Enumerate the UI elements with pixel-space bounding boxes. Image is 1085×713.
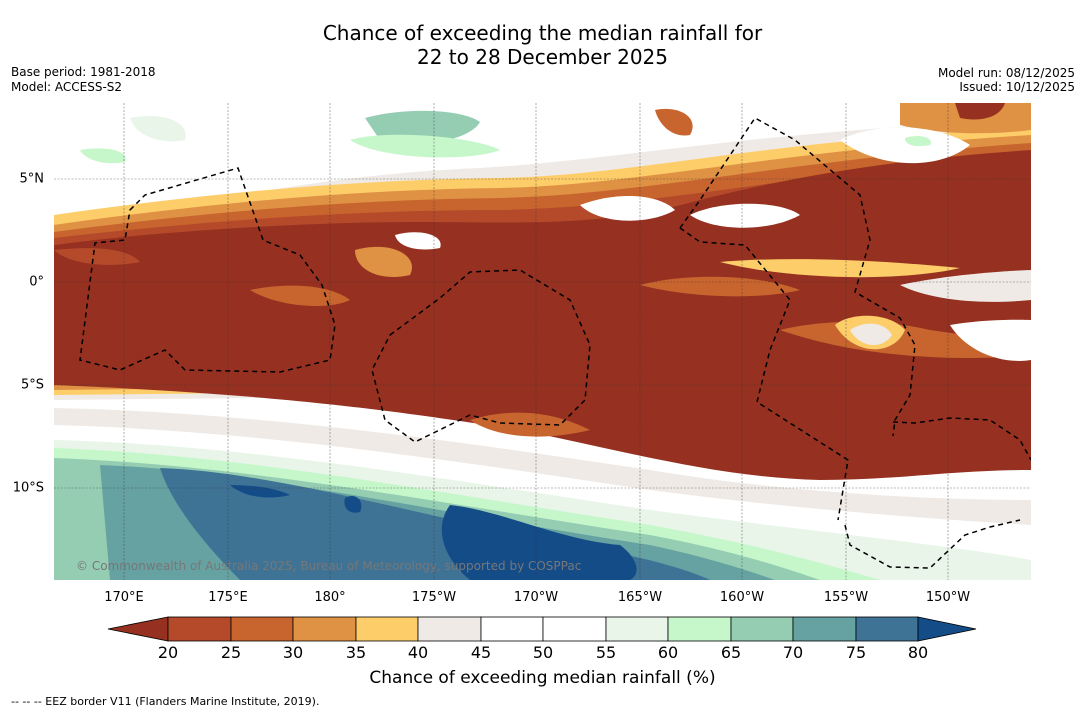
colorbar-seg-25-30 bbox=[230, 616, 294, 642]
lat-label-10s: 10°S bbox=[12, 480, 44, 496]
north-white-4 bbox=[840, 127, 970, 164]
north-red-ridge bbox=[955, 103, 1005, 120]
lat-label-0: 0° bbox=[29, 274, 44, 290]
band-below-20 bbox=[54, 150, 1031, 480]
colorbar-seg-65-70 bbox=[730, 616, 794, 642]
north-white-1 bbox=[580, 195, 675, 221]
eez-kiribati-line bbox=[679, 117, 916, 437]
lon-label-180: 180° bbox=[314, 590, 346, 605]
east-orange-band bbox=[720, 259, 960, 278]
eez-kiribati-gilbert bbox=[79, 167, 336, 373]
north-green-5 bbox=[905, 135, 931, 147]
model-name: Model: ACCESS-S2 bbox=[11, 80, 123, 94]
patch-moist-2 bbox=[355, 246, 412, 278]
model-run: Model run: 08/12/2025 bbox=[937, 66, 1075, 80]
band-south-extreme-3 bbox=[344, 495, 362, 513]
colorbar-tick-55: 55 bbox=[595, 643, 617, 662]
lon-label-170w: 170°W bbox=[513, 590, 559, 605]
lon-label-165w: 165°W bbox=[617, 590, 663, 605]
eez-french-polynesia bbox=[892, 417, 1031, 461]
issued-date: Issued: 10/12/2025 bbox=[959, 80, 1075, 94]
colorbar-seg-20-25 bbox=[167, 616, 232, 642]
north-white-3 bbox=[690, 203, 800, 228]
colorbar-seg-50-55 bbox=[542, 616, 607, 642]
lat-label-5n: 5°N bbox=[19, 171, 45, 187]
patch-moist-8 bbox=[54, 248, 140, 265]
colorbar-seg-55-60 bbox=[605, 616, 669, 642]
north-orange-ridge-2 bbox=[655, 108, 693, 136]
patch-moist-1 bbox=[250, 285, 350, 306]
eez-borders bbox=[79, 117, 1031, 569]
colorbar-seg-30-35 bbox=[292, 616, 357, 642]
north-green-3 bbox=[80, 148, 126, 164]
base-period: Base period: 1981-2018 bbox=[11, 65, 156, 79]
north-green-2 bbox=[350, 134, 500, 158]
patch-moist-7 bbox=[640, 276, 800, 297]
colorbar-tick-65: 65 bbox=[720, 643, 742, 662]
colorbar-tick-30: 30 bbox=[282, 643, 304, 662]
lon-label-175e: 175°E bbox=[208, 590, 248, 605]
colorbar bbox=[107, 616, 977, 642]
lon-label-160w: 160°W bbox=[719, 590, 765, 605]
north-green-4 bbox=[130, 116, 186, 142]
eez-legend-note: -- -- -- EEZ border V11 (Flanders Marine… bbox=[11, 695, 320, 708]
colorbar-seg-40-45 bbox=[417, 616, 482, 642]
lon-label-150w: 150°W bbox=[925, 590, 971, 605]
colorbar-tick-20: 20 bbox=[157, 643, 179, 662]
colorbar-tick-75: 75 bbox=[845, 643, 867, 662]
graticule bbox=[54, 103, 1031, 580]
east-cream-band bbox=[900, 270, 1031, 302]
colorbar-tick-25: 25 bbox=[220, 643, 242, 662]
colorbar-low-extend bbox=[107, 616, 169, 642]
colorbar-seg-35-40 bbox=[355, 616, 419, 642]
colorbar-tick-40: 40 bbox=[407, 643, 429, 662]
colorbar-tick-35: 35 bbox=[345, 643, 367, 662]
eez-cook-north bbox=[844, 519, 1021, 569]
colorbar-seg-60-65 bbox=[667, 616, 732, 642]
colorbar-tick-60: 60 bbox=[657, 643, 679, 662]
colorbar-label: Chance of exceeding median rainfall (%) bbox=[369, 668, 716, 688]
eez-kiribati-phoenix bbox=[371, 269, 591, 443]
lon-label-170e: 170°E bbox=[104, 590, 144, 605]
band-south-extreme bbox=[441, 505, 637, 580]
rainfall-field bbox=[54, 103, 1031, 580]
colorbar-seg-70-75 bbox=[792, 616, 857, 642]
colorbar-tick-45: 45 bbox=[470, 643, 492, 662]
lat-label-5s: 5°S bbox=[20, 377, 44, 393]
patch-moist-6 bbox=[850, 323, 892, 346]
colorbar-tick-70: 70 bbox=[782, 643, 804, 662]
colorbar-tick-50: 50 bbox=[532, 643, 554, 662]
copyright-credit: © Commonwealth of Australia 2025, Bureau… bbox=[76, 559, 582, 573]
map-title-line1: Chance of exceeding the median rainfall … bbox=[322, 21, 763, 45]
lon-label-155w: 155°W bbox=[823, 590, 869, 605]
colorbar-seg-75-80 bbox=[855, 616, 919, 642]
colorbar-tick-80: 80 bbox=[907, 643, 929, 662]
colorbar-seg-45-50 bbox=[480, 616, 544, 642]
map-title-line2: 22 to 28 December 2025 bbox=[416, 45, 668, 69]
colorbar-high-extend bbox=[917, 616, 977, 642]
north-white-2 bbox=[395, 232, 441, 250]
eez-kiribati-line-south bbox=[679, 227, 849, 521]
lon-label-175w: 175°W bbox=[411, 590, 457, 605]
east-white-band bbox=[950, 319, 1031, 361]
